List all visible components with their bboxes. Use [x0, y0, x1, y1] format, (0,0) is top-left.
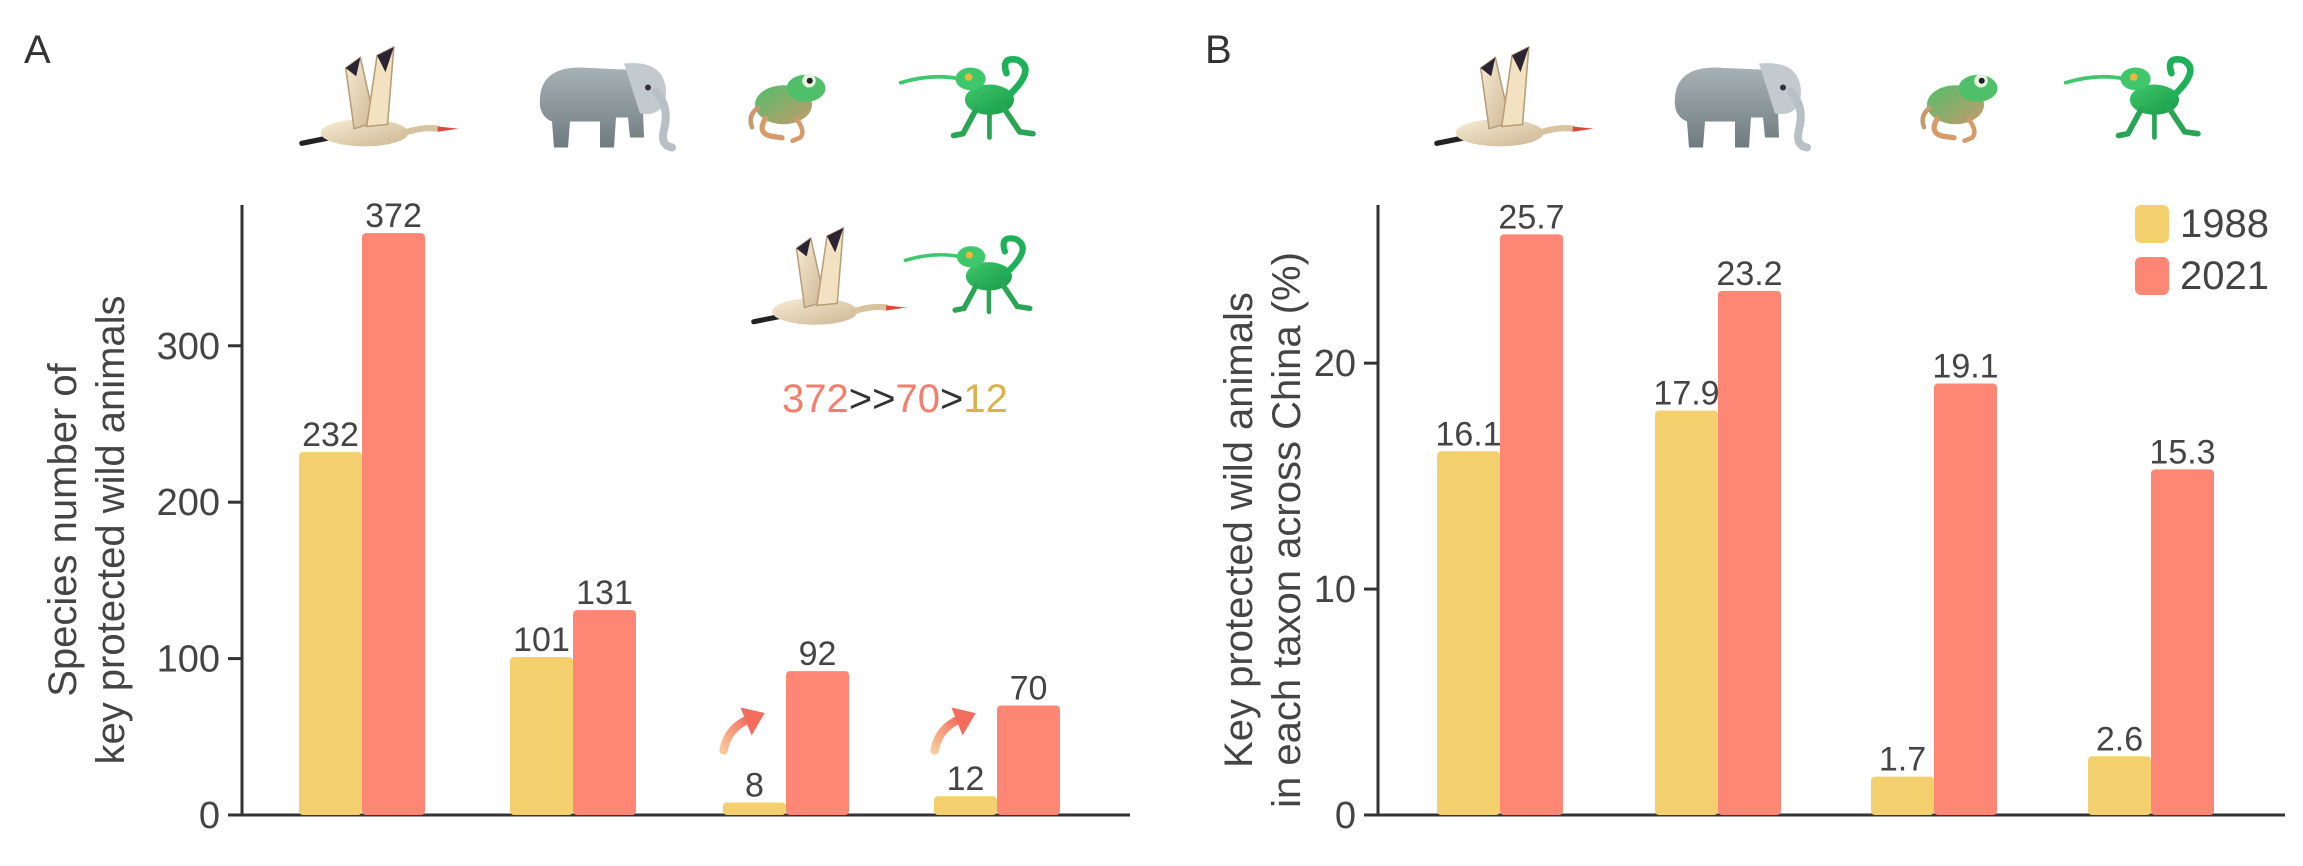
bar-1988: [723, 802, 786, 815]
y-axis-label: Species number of: [41, 362, 85, 696]
y-tick-label: 10: [1314, 569, 1356, 611]
bar-1988: [934, 796, 997, 815]
y-tick-label: 100: [157, 639, 220, 681]
bar-value-label: 15.3: [2149, 433, 2215, 471]
lizard-icon: [2066, 59, 2198, 137]
bar-1988: [299, 452, 362, 815]
frog-icon: [751, 74, 826, 141]
annotation-op1: >>: [849, 377, 896, 421]
legend-label: 1988: [2180, 202, 2269, 246]
bar-value-label: 101: [513, 621, 570, 659]
frog-icon: [1923, 74, 1998, 141]
annotation: 372>>70>12: [754, 228, 1030, 421]
y-tick-label: 300: [157, 326, 220, 368]
crane-icon: [1437, 47, 1594, 146]
bar-2021: [1718, 290, 1781, 816]
annotation-lizard-icon: [905, 238, 1029, 312]
bar-1988: [1655, 410, 1718, 815]
bar-2021: [1500, 234, 1563, 816]
annotation-text: 372>>70>12: [782, 377, 1008, 421]
y-tick-label: 0: [1335, 795, 1356, 837]
legend-label: 2021: [2180, 254, 2269, 298]
bar-value-label: 8: [745, 766, 764, 804]
y-tick-label: 200: [157, 482, 220, 524]
annotation-v1: 372: [782, 377, 849, 421]
bar-2021: [2151, 469, 2214, 815]
bar-value-label: 1.7: [1879, 741, 1926, 779]
annotation-v3: 12: [963, 377, 1008, 421]
bar-2021: [573, 610, 636, 815]
bar-value-label: 70: [1010, 670, 1048, 708]
increase-arrow-icon: [935, 707, 976, 750]
bar-2021: [1934, 383, 1997, 815]
bar-value-label: 17.9: [1653, 375, 1719, 413]
bar-value-label: 2.6: [2096, 720, 2143, 758]
y-axis-label: Key protected wild animals: [1217, 292, 1261, 768]
panel-letter: A: [24, 28, 51, 72]
bar-1988: [510, 657, 573, 815]
elephant-icon: [540, 63, 672, 147]
increase-arrow-icon: [724, 707, 765, 750]
bar-value-label: 19.1: [1932, 347, 1998, 385]
crane-icon: [302, 47, 459, 146]
bar-2021: [362, 233, 425, 816]
bar-1988: [1437, 451, 1500, 815]
panel-b: B 0 10 20 Key protected wild animals in each …: [1205, 28, 2285, 837]
bar-value-label: 232: [302, 416, 359, 454]
y-tick-label: 20: [1314, 343, 1356, 385]
bar-2021: [997, 705, 1060, 815]
bar-value-label: 16.1: [1435, 415, 1501, 453]
legend-swatch-2021: [2135, 257, 2169, 295]
bar-value-label: 12: [947, 760, 985, 798]
bar-1988: [1871, 776, 1934, 815]
legend-swatch-1988: [2135, 205, 2169, 243]
y-axis-label: in each taxon across China (%): [1265, 252, 1309, 808]
bar-value-label: 92: [799, 635, 837, 673]
panel-a: A 0 100 200 300 Species number of key protecte…: [24, 28, 1130, 837]
bar-value-label: 25.7: [1498, 198, 1564, 236]
lizard-icon: [901, 59, 1033, 137]
bar-value-label: 372: [365, 197, 422, 235]
panel-letter: B: [1205, 28, 1232, 72]
bar-2021: [786, 671, 849, 815]
bar-value-label: 23.2: [1716, 255, 1782, 293]
bar-value-label: 131: [576, 574, 633, 612]
y-tick-label: 0: [199, 795, 220, 837]
bar-1988: [2088, 756, 2151, 815]
annotation-op2: >: [940, 377, 963, 421]
y-axis-label: key protected wild animals: [89, 295, 133, 764]
annotation-v2: 70: [895, 377, 940, 421]
elephant-icon: [1675, 63, 1807, 147]
annotation-crane-icon: [754, 228, 907, 325]
